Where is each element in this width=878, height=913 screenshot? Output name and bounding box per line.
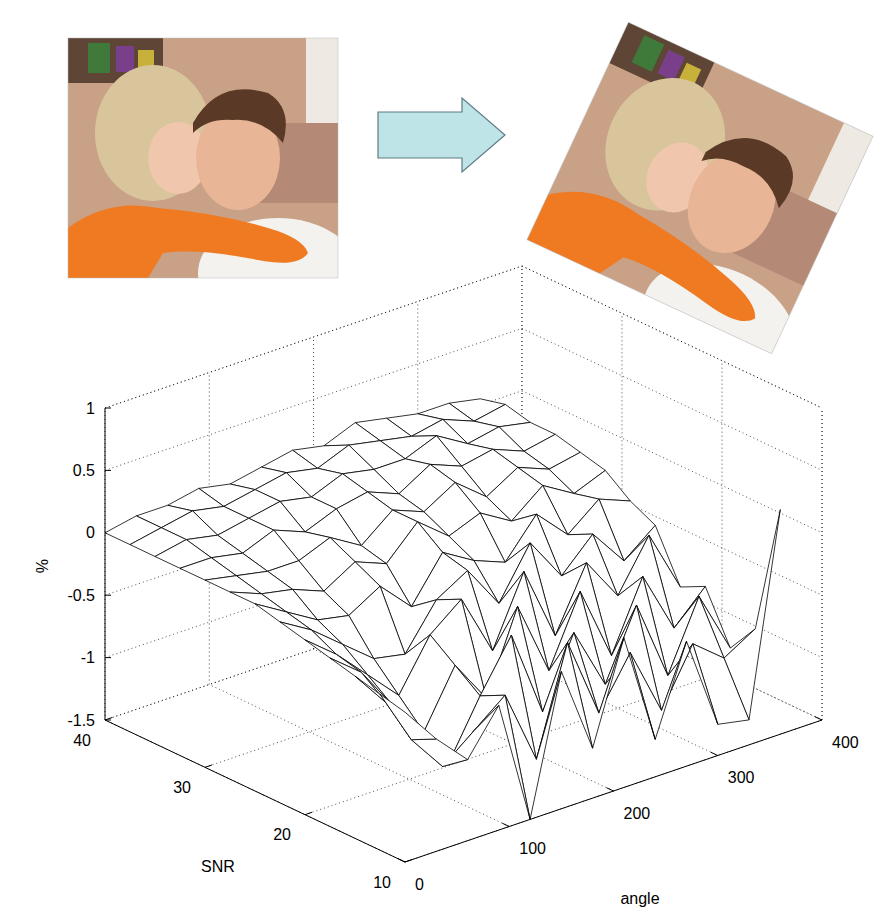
- photo-border: [527, 22, 873, 354]
- surface: [105, 399, 780, 820]
- tick: [405, 860, 412, 862]
- x-tick-label: 0: [415, 876, 424, 893]
- y-axis: [105, 720, 405, 862]
- tick: [711, 752, 718, 755]
- grid-line: [822, 408, 823, 720]
- y-axis-title: SNR: [201, 858, 235, 875]
- tick: [205, 765, 212, 767]
- grid-line: [105, 328, 522, 470]
- tick: [398, 859, 405, 862]
- tick: [607, 788, 614, 791]
- sweater: [68, 206, 308, 279]
- girl-hair: [95, 65, 211, 201]
- tick: [305, 812, 312, 814]
- z-tick-label: -1.5: [67, 712, 95, 729]
- surface-face: [662, 641, 718, 724]
- surface-face: [318, 445, 374, 474]
- surface-face: [311, 630, 367, 675]
- tick: [502, 823, 509, 826]
- tick: [105, 657, 111, 658]
- grid-line: [522, 328, 822, 470]
- toy: [88, 43, 110, 73]
- photo-content: [68, 38, 338, 278]
- photo-border: [68, 38, 338, 278]
- grid-line: [522, 266, 822, 408]
- box-edge: [822, 408, 823, 720]
- radiator: [306, 38, 338, 133]
- grid-line: [105, 720, 405, 862]
- toy: [632, 35, 665, 71]
- figure: -1.5-1-0.500.51102030400100200300400%SNR…: [0, 0, 878, 913]
- x-tick-label: 300: [728, 769, 755, 786]
- grid-line: [105, 266, 522, 408]
- x-tick-label: 200: [624, 805, 651, 822]
- z-tick-label: 0.5: [73, 462, 95, 479]
- surface-face: [205, 576, 261, 594]
- tick: [105, 408, 111, 409]
- z-tick-label: 0: [86, 524, 95, 541]
- y-tick-label: 10: [373, 874, 391, 891]
- x-tick-label: 400: [832, 734, 859, 751]
- arrow: [378, 98, 505, 172]
- boy-hair: [697, 121, 804, 209]
- tick: [815, 717, 822, 720]
- grid: [105, 266, 822, 862]
- photo-content: [527, 22, 873, 354]
- z-tick-label: 1: [86, 400, 95, 417]
- z-axis: [105, 408, 106, 720]
- toy: [116, 46, 134, 72]
- boy-hair: [193, 89, 286, 143]
- tick: [105, 470, 111, 471]
- surface-face: [305, 640, 361, 672]
- surface-face: [355, 676, 411, 740]
- surface-chart: [105, 266, 822, 862]
- y-tick-label: 20: [273, 826, 291, 843]
- surface-face: [255, 604, 311, 630]
- tick: [105, 595, 111, 596]
- box-edges: [105, 266, 822, 720]
- grid-line: [105, 408, 106, 720]
- photo-original: [68, 38, 358, 328]
- surface-face: [411, 739, 467, 767]
- surface-face: [380, 694, 436, 740]
- surface-face: [280, 622, 336, 654]
- surface-face: [230, 592, 286, 612]
- surface-face: [630, 641, 686, 739]
- surface-face: [693, 644, 749, 725]
- y-tick-label: 30: [173, 779, 191, 796]
- labels: -1.5-1-0.500.51102030400100200300400%SNR…: [34, 400, 859, 907]
- x-axis-title: angle: [620, 890, 659, 907]
- tick: [105, 718, 112, 720]
- photo-rotated: [506, 22, 878, 407]
- surface-face: [474, 695, 530, 819]
- z-tick-label: -0.5: [67, 587, 95, 604]
- axes: [105, 408, 822, 862]
- y-tick-label: 40: [73, 732, 91, 749]
- box-edge: [522, 266, 822, 408]
- wall: [68, 38, 338, 278]
- sweater: [527, 174, 775, 341]
- box-edge: [105, 266, 522, 408]
- z-tick-label: -1: [81, 649, 95, 666]
- x-tick-label: 100: [519, 840, 546, 857]
- z-axis-title: %: [34, 559, 51, 573]
